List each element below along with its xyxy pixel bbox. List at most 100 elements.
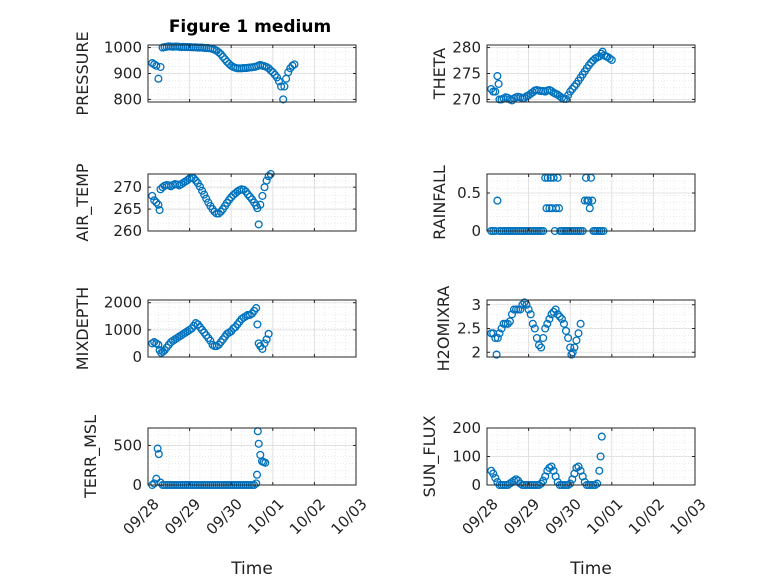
data-point xyxy=(198,186,207,195)
data-point xyxy=(274,77,284,86)
data-point xyxy=(559,319,569,328)
data-point xyxy=(555,312,564,321)
x-tick-label: 10/03 xyxy=(327,495,370,538)
data-point xyxy=(534,341,544,350)
data-point xyxy=(491,333,500,343)
data-point xyxy=(516,305,525,314)
data-point xyxy=(148,191,157,200)
data-point xyxy=(554,204,564,213)
data-point xyxy=(607,55,616,65)
x-tick-label: 10/03 xyxy=(666,495,709,538)
data-point xyxy=(214,209,223,218)
data-point xyxy=(528,319,537,328)
x-tick-label: 09/30 xyxy=(203,495,246,538)
data-point xyxy=(518,300,527,309)
data-point xyxy=(584,196,593,205)
data-point xyxy=(277,82,286,91)
data-point xyxy=(254,220,263,229)
data-point xyxy=(545,314,554,324)
data-point xyxy=(152,198,161,207)
data-point xyxy=(552,204,561,213)
data-point xyxy=(152,339,161,348)
data-point xyxy=(254,439,263,448)
data-point xyxy=(566,479,575,488)
data-point xyxy=(258,191,267,200)
y-tick-label: 500 xyxy=(113,436,142,454)
x-tick-label: 09/28 xyxy=(458,495,501,538)
y-tick-label: 900 xyxy=(113,65,142,83)
data-point xyxy=(288,61,297,70)
data-point xyxy=(280,82,289,91)
x-axis-label: Time xyxy=(230,559,273,579)
y-tick-label: 265 xyxy=(113,200,142,218)
data-point xyxy=(568,348,577,357)
data-point xyxy=(262,335,271,344)
data-point xyxy=(547,462,556,471)
data-point xyxy=(526,310,535,319)
axes-box xyxy=(486,173,696,232)
data-point xyxy=(264,329,273,338)
panel-terr_msl: 0 500 TERR_MSL 09/2809/2909/3010/0110/0210/… xyxy=(81,415,371,579)
x-tick-label: 10/01 xyxy=(244,495,287,538)
data-point xyxy=(494,79,503,88)
data-point xyxy=(507,310,517,319)
data-point xyxy=(491,87,500,96)
panel-air_temp: 260 265 270 AIR_TEMP xyxy=(73,163,357,242)
data-point xyxy=(260,339,269,348)
data-point xyxy=(252,470,262,479)
data-point xyxy=(152,61,161,70)
data-point xyxy=(290,60,299,69)
y-axis-label: THETA xyxy=(430,48,449,100)
data-point xyxy=(155,205,164,215)
data-point xyxy=(564,333,573,343)
data-point xyxy=(586,58,596,67)
data-point xyxy=(492,350,501,359)
data-point xyxy=(537,343,546,352)
data-point xyxy=(284,68,293,77)
data-point xyxy=(154,74,163,83)
y-tick-label: 0.5 xyxy=(457,184,481,202)
data-point xyxy=(202,194,211,203)
data-point xyxy=(261,458,270,467)
panel-pressure: 800 900 1000 PRESSURE Figure 1 medium xyxy=(73,17,357,116)
y-tick-label: 0 xyxy=(471,222,481,240)
data-point xyxy=(570,343,579,352)
data-point xyxy=(522,300,531,309)
data-point xyxy=(264,172,273,181)
data-point xyxy=(547,87,556,96)
data-point xyxy=(150,196,159,205)
y-axis-label: PRESSURE xyxy=(73,31,92,115)
data-point xyxy=(489,469,498,478)
y-axis-label: H2OMIXRA xyxy=(434,286,453,372)
data-point xyxy=(576,319,585,328)
y-tick-label: 800 xyxy=(113,90,142,108)
panel-sun_flux: 0 100 200 SUN_FLUX 09/2809/2909/3010/0110/02… xyxy=(420,416,710,579)
x-tick-label: 09/30 xyxy=(542,495,585,538)
data-point xyxy=(539,476,548,485)
data-point xyxy=(588,196,597,205)
y-tick-label: 2.5 xyxy=(457,320,481,338)
data-point xyxy=(495,329,504,338)
data-point xyxy=(520,298,529,307)
y-tick-label: 2 xyxy=(471,343,481,361)
data-point xyxy=(505,317,514,326)
y-axis-label: AIR_TEMP xyxy=(73,163,93,241)
data-point xyxy=(185,325,194,334)
data-point xyxy=(154,340,163,349)
data-point xyxy=(206,336,215,345)
y-axis-label: TERR_MSL xyxy=(81,415,101,499)
x-tick-label: 10/02 xyxy=(286,495,329,538)
data-point xyxy=(214,48,223,57)
data-point xyxy=(512,475,521,484)
y-tick-label: 1000 xyxy=(104,321,142,339)
y-tick-label: 3 xyxy=(471,296,481,314)
data-point xyxy=(568,84,577,94)
data-point xyxy=(156,62,165,72)
data-point xyxy=(220,55,230,64)
data-point xyxy=(229,324,238,333)
data-point xyxy=(503,319,512,328)
data-point xyxy=(509,476,519,485)
data-point xyxy=(239,185,248,194)
data-point xyxy=(524,305,533,314)
